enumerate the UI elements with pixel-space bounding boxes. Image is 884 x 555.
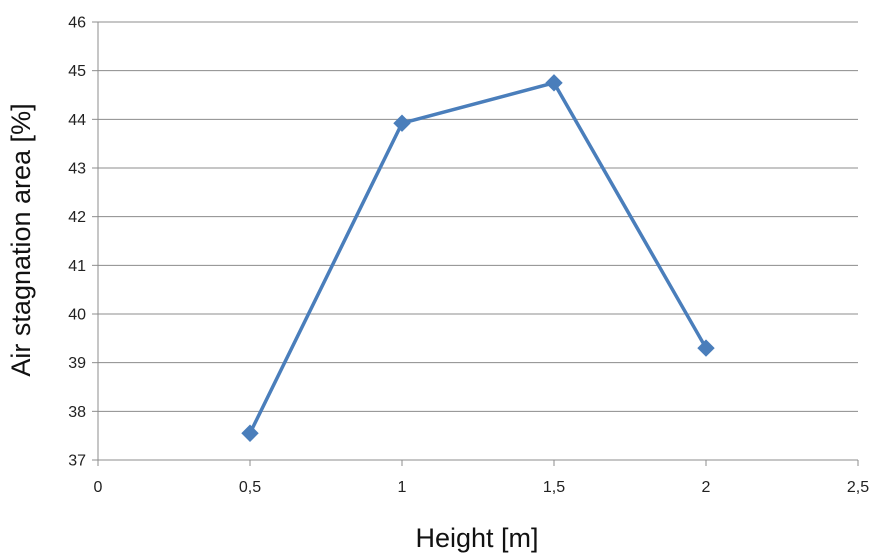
x-tick-label: 2,5 <box>847 479 869 496</box>
y-tick-label: 41 <box>68 258 86 275</box>
y-tick-label: 45 <box>68 63 86 80</box>
data-point-marker <box>545 74 563 92</box>
data-point-marker <box>697 339 715 357</box>
y-tick-label: 38 <box>68 404 86 421</box>
y-tick-label: 39 <box>68 355 86 372</box>
y-tick-label: 40 <box>68 307 86 324</box>
x-tick-label: 1,5 <box>543 479 565 496</box>
series-line <box>248 81 708 435</box>
x-tick-label: 2 <box>702 479 711 496</box>
y-axis-title: Air stagnation area [%] <box>6 103 36 376</box>
x-tick-label: 0,5 <box>239 479 261 496</box>
y-tick-label: 46 <box>68 15 86 32</box>
y-tick-label: 37 <box>68 453 86 470</box>
y-tick-label: 44 <box>68 112 86 129</box>
x-tick-label: 1 <box>398 479 407 496</box>
tick-labels: 37 38 39 40 41 42 43 44 45 46 0 0,5 1 1,5 2 2,5 <box>68 15 869 497</box>
x-tick-label: 0 <box>94 479 103 496</box>
series <box>241 74 715 442</box>
axes <box>92 21 859 466</box>
gridlines <box>98 21 858 412</box>
data-point-marker <box>393 114 411 132</box>
data-point-marker <box>241 424 259 442</box>
y-tick-label: 43 <box>68 161 86 178</box>
y-tick-label: 42 <box>68 209 86 226</box>
x-axis-title: Height [m] <box>415 523 538 553</box>
